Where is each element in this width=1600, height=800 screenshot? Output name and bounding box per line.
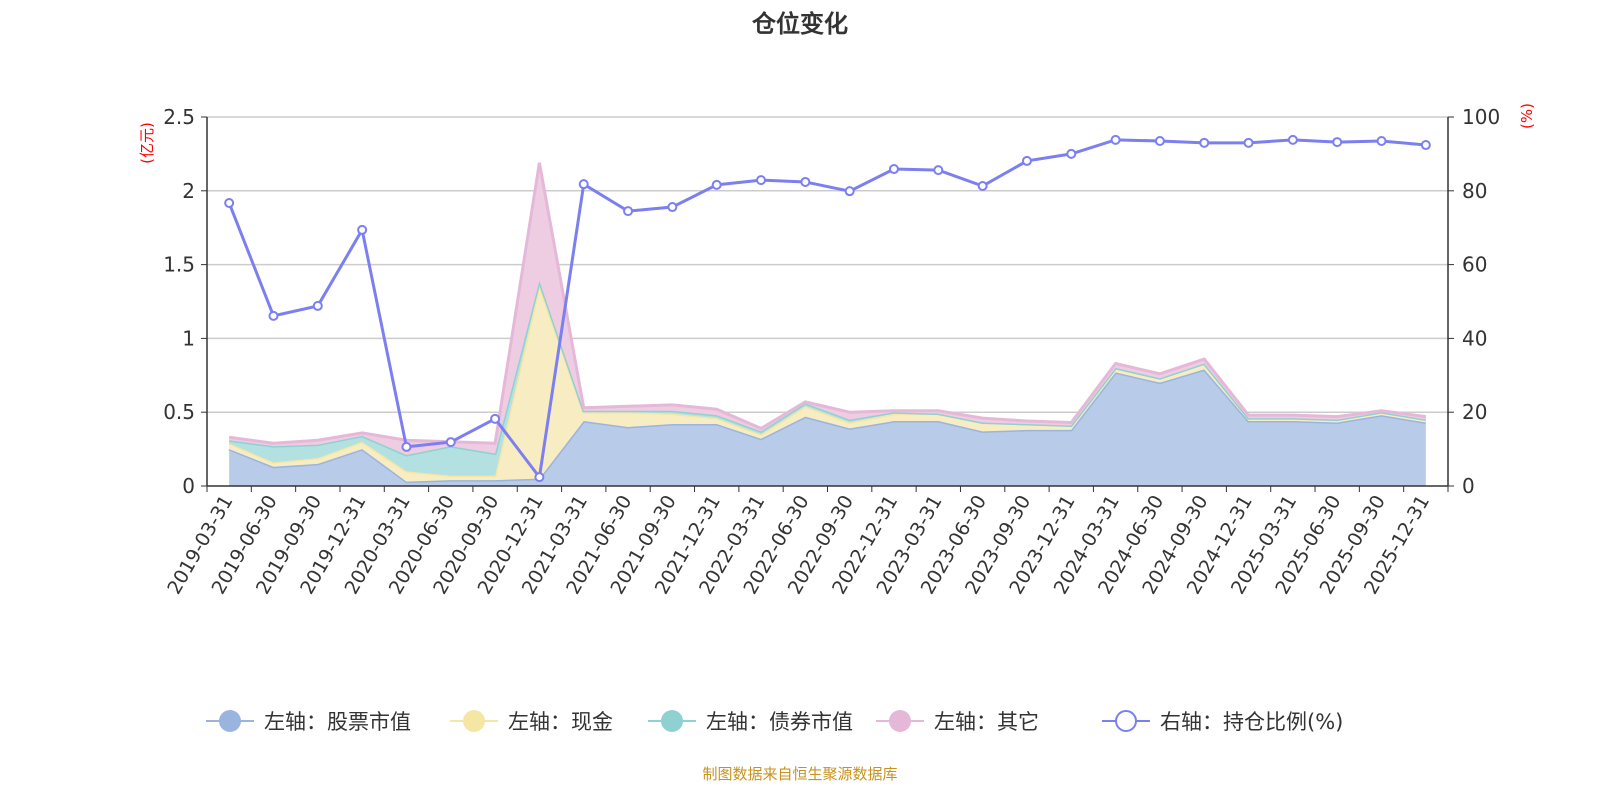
ratio-point (756, 175, 767, 186)
right-axis-unit: (%) (1518, 103, 1536, 129)
ratio-point (1420, 140, 1431, 151)
ratio-point (1376, 135, 1387, 146)
legend-label: 左轴：债券市值 (706, 710, 853, 734)
legend-label: 左轴：股票市值 (264, 710, 411, 734)
legend-item[interactable]: 左轴：股票市值 (206, 710, 411, 734)
left-axis-tick-label: 0.5 (163, 400, 195, 424)
area-edge-line (228, 162, 1427, 445)
legend-item[interactable]: 左轴：其它 (876, 710, 1039, 734)
ratio-point (445, 437, 456, 448)
footer-source: 制图数据来自恒生聚源数据库 (702, 765, 897, 783)
legend-label: 左轴：现金 (508, 710, 613, 734)
left-axis-tick-label: 1.5 (163, 253, 195, 277)
right-axis-tick-label: 20 (1462, 400, 1487, 424)
ratio-point (1243, 137, 1254, 148)
ratio-point (623, 206, 634, 217)
legend-label: 左轴：其它 (934, 710, 1039, 734)
ratio-point (1110, 134, 1121, 145)
right-axis-tick-label: 100 (1462, 105, 1500, 129)
legend-circle-icon (1115, 710, 1137, 732)
ratio-line (227, 138, 1426, 481)
chart-title: 仓位变化 (751, 10, 848, 38)
right-axis-tick-label: 40 (1462, 326, 1487, 350)
legend-circle-icon (463, 710, 485, 732)
ratio-point (711, 179, 722, 190)
right-axis-tick-label: 60 (1462, 253, 1487, 277)
ratio-point (534, 472, 545, 483)
left-axis-tick-label: 2.5 (163, 105, 195, 129)
ratio-point (224, 197, 235, 208)
legend-item[interactable]: 左轴：债券市值 (648, 710, 853, 734)
ratio-point (800, 176, 811, 187)
ratio-point (1154, 135, 1165, 146)
ratio-point (490, 413, 501, 424)
ratio-point (933, 165, 944, 176)
ratio-point (357, 224, 368, 235)
ratio-point (977, 181, 988, 192)
right-axis-tick-label: 0 (1462, 474, 1475, 498)
left-axis-tick-label: 1 (182, 326, 195, 350)
legend-circle-icon (219, 710, 241, 732)
legend-label: 右轴：持仓比例(%) (1160, 710, 1343, 734)
ratio-point (1332, 137, 1343, 148)
area-左轴：股票市值 (229, 369, 1426, 486)
ratio-point (1066, 148, 1077, 159)
legend-item[interactable]: 右轴：持仓比例(%) (1102, 710, 1343, 734)
ratio-point (578, 179, 589, 190)
legend-item[interactable]: 左轴：现金 (450, 710, 613, 734)
ratio-point (401, 441, 412, 452)
ratio-point (1287, 134, 1298, 145)
ratio-point (1199, 137, 1210, 148)
legend-circle-icon (661, 710, 683, 732)
ratio-point (888, 164, 899, 175)
ratio-point (844, 186, 855, 197)
right-axis-tick-label: 80 (1462, 179, 1487, 203)
ratio-point (312, 300, 323, 311)
ratio-point (1021, 155, 1032, 166)
left-axis-unit: (亿元) (138, 122, 156, 164)
ratio-point (667, 202, 678, 213)
left-axis-tick-label: 0 (182, 474, 195, 498)
left-axis-tick-label: 2 (182, 179, 195, 203)
legend-circle-icon (889, 710, 911, 732)
ratio-point (268, 310, 279, 321)
